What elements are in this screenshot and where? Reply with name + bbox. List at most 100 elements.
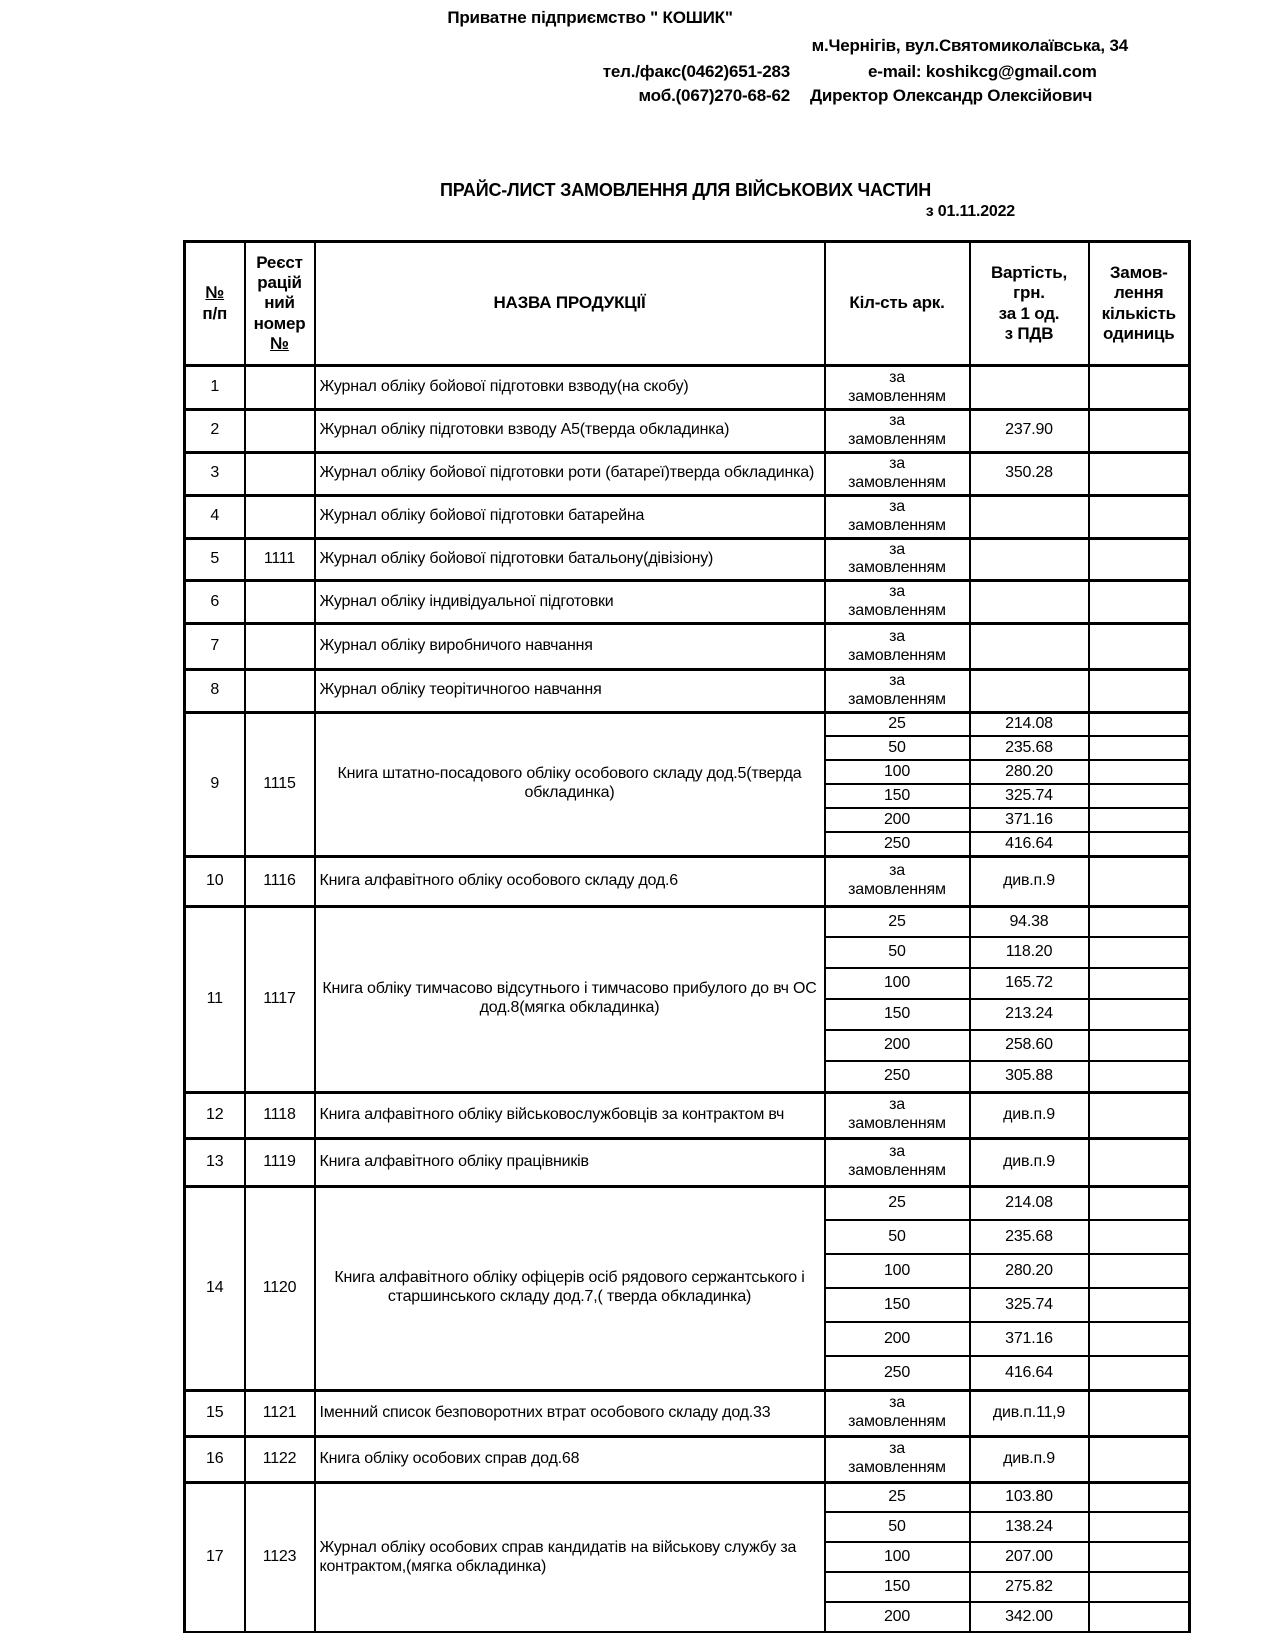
row-number-cell: 5 — [183, 536, 246, 582]
reg-number-cell — [243, 622, 316, 671]
price-cell: 138.24 — [968, 1511, 1090, 1544]
order-qty-cell — [1087, 536, 1191, 582]
price-cell: 94.38 — [968, 904, 1090, 939]
reg-number-cell: 1118 — [243, 1090, 316, 1140]
header-row: № п/п Реєст рацій ний номер № НАЗВА ПРОД… — [183, 240, 1191, 367]
row-number-cell: 10 — [183, 854, 246, 908]
reg-number-cell: 1123 — [243, 1480, 316, 1634]
price-cell — [968, 493, 1090, 539]
table-row: 4 Журнал обліку бойової підготовки батаре… — [183, 493, 1191, 539]
order-qty-cell — [1087, 735, 1191, 762]
table-row: 9 1115 Книга штатно-посадового обліку особ… — [183, 710, 1191, 858]
product-name-cell: Книга алфавітного обліку працівників — [313, 1136, 826, 1188]
product-name-cell: Журнал обліку індивідуальної підготовки — [313, 579, 826, 625]
row-number-cell: 8 — [183, 668, 246, 714]
order-qty-cell — [1087, 710, 1191, 738]
qty-cell: 25 — [823, 1480, 971, 1514]
price-cell: див.п.9 — [968, 1434, 1090, 1484]
col-header-num-line1: № — [205, 283, 225, 303]
qty-cell: 100 — [823, 759, 971, 786]
product-name-cell: Іменний список безповоротних втрат особо… — [313, 1388, 826, 1438]
qty-cell: 200 — [823, 1601, 971, 1634]
order-qty-cell — [1087, 904, 1191, 939]
table-row: 8 Журнал обліку теорітичногоо навчання за … — [183, 668, 1191, 714]
table-row: 150 325.74 — [185, 783, 1191, 810]
price-cell: 350.28 — [968, 450, 1090, 497]
company-address: м.Чернігів, вул.Святомиколаївська, 34 — [811, 36, 1129, 55]
order-qty-cell — [1087, 579, 1191, 625]
order-qty-cell — [1087, 1287, 1191, 1324]
order-qty-cell — [1087, 807, 1191, 834]
product-name-cell: Книга обліку особових справ дод.68 — [313, 1434, 826, 1484]
order-qty-cell — [1087, 967, 1191, 1001]
order-qty-cell — [1087, 1511, 1191, 1544]
company-phone-fax: тел./факс(0462)651-283 — [602, 62, 790, 81]
price-cell: див.п.11,9 — [968, 1388, 1090, 1438]
row-number-cell: 7 — [183, 622, 246, 671]
qty-cell: 100 — [823, 1541, 971, 1574]
qty-cell: 250 — [823, 831, 971, 858]
qty-cell: 25 — [823, 1184, 971, 1222]
order-qty-cell — [1087, 759, 1191, 786]
price-cell: 280.20 — [968, 1253, 1090, 1290]
col-header-price: Вартість, грн. за 1 од. з ПДВ — [968, 240, 1090, 367]
price-cell: 325.74 — [968, 1287, 1090, 1324]
reg-number-cell — [243, 408, 316, 454]
price-cell: 325.74 — [968, 783, 1090, 810]
qty-cell: за замовленням — [823, 450, 971, 497]
company-email: e-mail: koshikcg@gmail.com — [868, 62, 1097, 81]
price-cell — [968, 668, 1090, 714]
col-header-reg-sign: № — [270, 334, 289, 354]
row-number-cell: 9 — [183, 710, 246, 858]
company-director: Директор Олександр Олексійович — [810, 86, 1093, 105]
qty-cell: за замовленням — [823, 1136, 971, 1188]
order-qty-cell — [1087, 1434, 1191, 1484]
qty-cell: 150 — [823, 998, 971, 1032]
table-row: 13 1119 Книга алфавітного обліку працівник… — [183, 1136, 1191, 1188]
table-row: 16 1122 Книга обліку особових справ дод.68… — [183, 1434, 1191, 1484]
order-qty-cell — [1087, 936, 1191, 970]
row-number-cell: 14 — [183, 1184, 246, 1392]
row-number-cell: 2 — [183, 408, 246, 454]
product-name-cell: Книга алфавітного обліку військовослужбо… — [313, 1090, 826, 1140]
price-cell: 258.60 — [968, 1029, 1090, 1063]
order-qty-cell — [1087, 1601, 1191, 1634]
reg-number-cell: 1122 — [243, 1434, 316, 1484]
order-qty-cell — [1087, 1541, 1191, 1574]
col-header-num: № п/п — [183, 240, 246, 367]
order-qty-cell — [1087, 1388, 1191, 1438]
doc-date: з 01.11.2022 — [925, 203, 1015, 220]
table-row: 2 Журнал обліку підготовки взводу А5(твер… — [183, 408, 1191, 454]
order-qty-cell — [1087, 831, 1191, 858]
qty-cell: 100 — [823, 967, 971, 1001]
order-qty-cell — [1087, 622, 1191, 671]
qty-cell: за замовленням — [823, 579, 971, 625]
qty-cell: за замовленням — [823, 1090, 971, 1140]
company-mobile: моб.(067)270-68-62 — [638, 86, 790, 105]
qty-cell: за замовленням — [823, 408, 971, 454]
qty-cell: 150 — [823, 1571, 971, 1604]
row-number-cell: 15 — [183, 1388, 246, 1438]
row-number-cell: 3 — [183, 450, 246, 497]
table-row: 200 258.60 — [185, 1029, 1191, 1063]
table-row: 12 1118 Книга алфавітного обліку військово… — [183, 1090, 1191, 1140]
row-number-cell: 11 — [183, 904, 246, 1094]
price-cell: 214.08 — [968, 1184, 1090, 1222]
row-number-cell: 6 — [183, 579, 246, 625]
qty-cell: 50 — [823, 936, 971, 970]
qty-cell: за замовленням — [823, 854, 971, 908]
table-row: 50 235.68 — [185, 1219, 1191, 1256]
order-qty-cell — [1087, 1253, 1191, 1290]
product-name-cell: Книга штатно-посадового обліку особового… — [313, 710, 826, 858]
table-row: 100 280.20 — [185, 759, 1191, 786]
col-header-name: НАЗВА ПРОДУКЦІЇ — [313, 240, 826, 367]
col-header-num-line2: п/п — [202, 303, 228, 323]
qty-cell: за замовленням — [823, 493, 971, 539]
price-cell: 207.00 — [968, 1541, 1090, 1574]
table-row: 200 371.16 — [185, 1321, 1191, 1358]
table-row: 7 Журнал обліку виробничого навчання за за… — [183, 622, 1191, 671]
reg-number-cell — [243, 450, 316, 497]
table-row: 17 1123 Журнал обліку особових справ канди… — [183, 1480, 1191, 1634]
order-qty-cell — [1087, 783, 1191, 810]
table-row: 50 138.24 — [185, 1511, 1191, 1544]
